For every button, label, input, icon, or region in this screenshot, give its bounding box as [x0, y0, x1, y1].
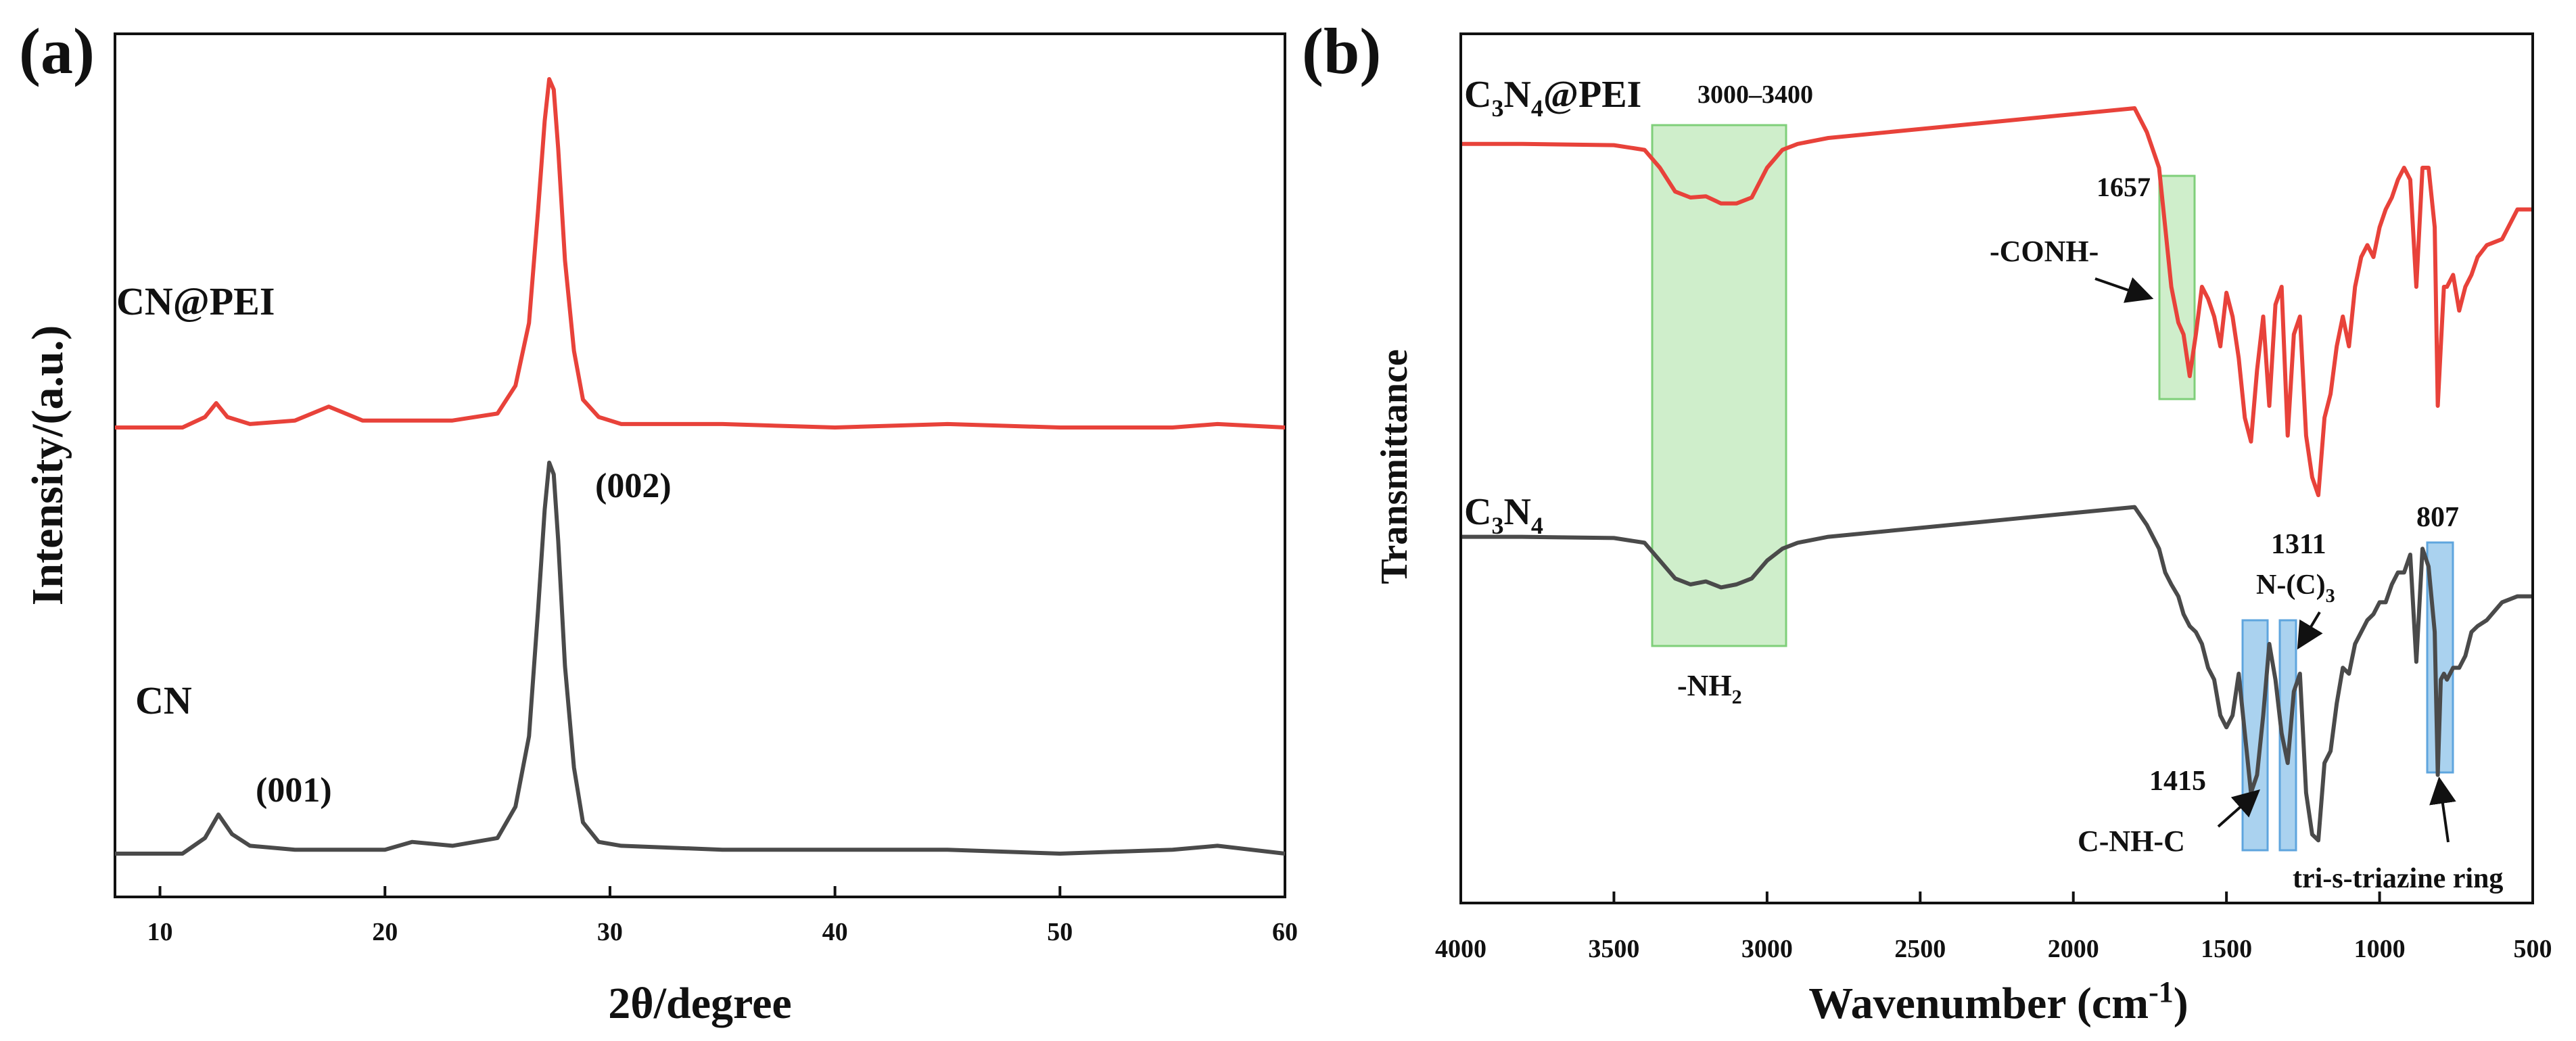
panel-a-x-axis-label: 2θ/degree	[608, 979, 791, 1028]
a-tick-label: 20	[372, 918, 398, 946]
panel-b-x-axis-label: Wavenumber (cm-1)	[1808, 975, 2188, 1028]
panel-a: (a) 10 20 30 40 50 60 2θ/degree Intensity/(a.…	[19, 15, 1298, 1028]
b-tick-label: 3500	[1588, 935, 1639, 963]
series-c3n4-line	[1461, 505, 2533, 843]
annotation-conh: -CONH-	[1990, 235, 2099, 268]
panel-b-x-ticks: 4000 3500 3000 2500 2000 1500 1000 500	[1435, 892, 2552, 963]
annotation-807: 807	[2416, 502, 2459, 533]
panel-a-x-ticks: 10 20 30 40 50 60	[147, 886, 1298, 946]
panel-b: (b) 4000 3500 3000 2500 2000 1500 1000 500 Wave…	[1302, 15, 2552, 1028]
annotation-nc3: N-(C)3	[2256, 570, 2335, 607]
annotation-cnhc: C-NH-C	[2078, 825, 2185, 858]
b-tick-label: 500	[2514, 935, 2552, 963]
b-tick-label: 1500	[2201, 935, 2252, 963]
series-cn-line	[115, 461, 1286, 856]
panel-a-series	[115, 77, 1286, 856]
panel-b-label: (b)	[1302, 15, 1381, 87]
panel-a-frame	[114, 32, 1286, 898]
a-tick-label: 50	[1047, 918, 1073, 946]
arrow-conh	[2094, 277, 2154, 303]
annotation-triazine: tri-s-triazine ring	[2293, 863, 2503, 894]
a-tick-label: 60	[1272, 918, 1298, 946]
a-tick-label: 10	[147, 918, 173, 946]
panel-b-series	[1461, 106, 2533, 843]
a-tick-label: 40	[822, 918, 848, 946]
highlight-nh2-region	[1651, 124, 1787, 647]
annotation-002: (002)	[595, 467, 672, 505]
label-cn: CN	[135, 678, 192, 722]
label-c3n4: C3N4	[1464, 491, 1543, 539]
annotation-3000-3400: 3000–3400	[1697, 80, 1813, 109]
b-tick-label: 4000	[1435, 935, 1486, 963]
arrow-807	[2429, 777, 2456, 843]
annotation-nh2: -NH2	[1677, 669, 1742, 708]
annotation-1311: 1311	[2271, 529, 2326, 560]
b-tick-label: 3000	[1741, 935, 1793, 963]
series-cn-pei-line	[115, 77, 1286, 430]
arrow-1415	[2217, 789, 2260, 828]
annotation-1415: 1415	[2149, 766, 2206, 797]
series-c3n4-pei-line	[1461, 106, 2533, 497]
arrow-1311	[2297, 611, 2323, 650]
label-cn-pei: CN@PEI	[116, 279, 275, 323]
panel-b-frame	[1459, 32, 2534, 904]
annotation-1657: 1657	[2097, 172, 2151, 202]
a-tick-label: 30	[597, 918, 623, 946]
b-tick-label: 2000	[2048, 935, 2099, 963]
label-c3n4-pei: C3N4@PEI	[1464, 74, 1641, 122]
panel-b-y-axis-label: Transmittance	[1374, 349, 1415, 584]
panel-a-label: (a)	[19, 15, 95, 87]
b-tick-label: 2500	[1894, 935, 1946, 963]
b-tick-label: 1000	[2354, 935, 2406, 963]
panel-a-y-axis-label: Intensity/(a.u.)	[23, 325, 72, 605]
annotation-001: (001)	[256, 771, 332, 810]
